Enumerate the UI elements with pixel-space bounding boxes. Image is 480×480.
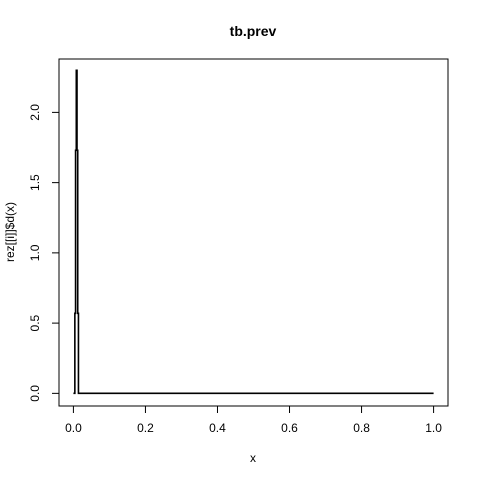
y-tick-label: 0.5: [28, 314, 42, 331]
y-tick-label: 2.0: [28, 104, 42, 121]
y-tick-label: 1.0: [28, 244, 42, 261]
series-layer: [73, 69, 434, 395]
x-axis-label: x: [250, 451, 256, 465]
x-tick-label: 0.8: [353, 421, 370, 435]
x-tick-label: 0.6: [281, 421, 298, 435]
chart-title: tb.prev: [230, 23, 277, 39]
x-tick-label: 0.2: [137, 421, 154, 435]
y-tick-label: 1.5: [28, 174, 42, 191]
x-tick-label: 0.0: [65, 421, 82, 435]
x-tick-label: 0.4: [209, 421, 226, 435]
x-axis: 0.0 0.2 0.4 0.6 0.8 1.0: [65, 405, 442, 435]
x-tick-label: 1.0: [425, 421, 442, 435]
y-axis-label: rez[[i]]$d(x): [3, 202, 17, 262]
y-axis: 0.0 0.5 1.0 1.5 2.0: [28, 104, 60, 402]
y-tick-label: 0.0: [28, 385, 42, 402]
density-line: [73, 69, 434, 395]
